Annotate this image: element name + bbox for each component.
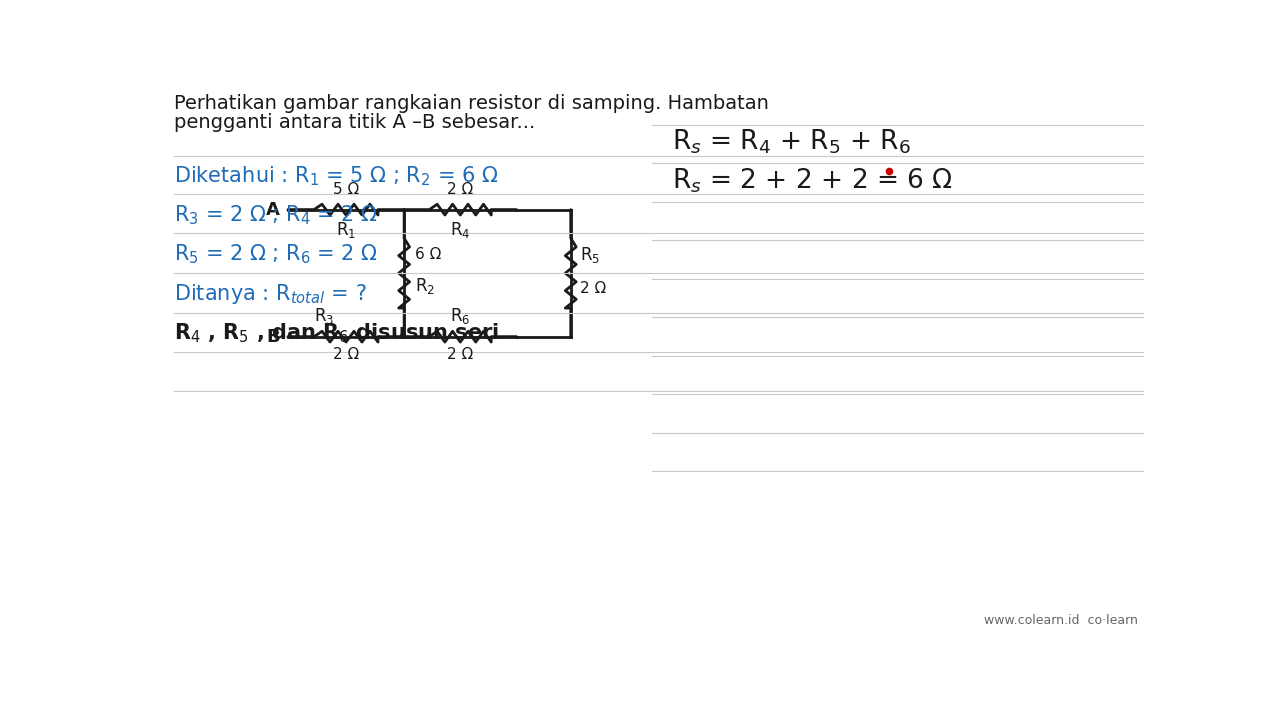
Text: R$_4$ , R$_5$ , dan R$_6$ disusun seri: R$_4$ , R$_5$ , dan R$_6$ disusun seri — [174, 322, 499, 346]
Text: R$_s$ = 2 + 2 + 2 = 6 $\Omega$: R$_s$ = 2 + 2 + 2 = 6 $\Omega$ — [672, 167, 952, 195]
Text: R$_6$: R$_6$ — [451, 306, 471, 326]
Text: R$_5$: R$_5$ — [580, 246, 600, 266]
Text: R$_1$: R$_1$ — [335, 220, 356, 240]
Text: R$_3$: R$_3$ — [314, 306, 334, 326]
Text: pengganti antara titik A –B sebesar...: pengganti antara titik A –B sebesar... — [174, 112, 535, 132]
Text: 5 Ω: 5 Ω — [333, 182, 360, 197]
Text: 2 Ω: 2 Ω — [333, 348, 360, 362]
Text: R$_s$ = R$_4$ + R$_5$ + R$_6$: R$_s$ = R$_4$ + R$_5$ + R$_6$ — [672, 127, 910, 156]
Text: R$_4$: R$_4$ — [451, 220, 471, 240]
Text: 2 Ω: 2 Ω — [447, 182, 474, 197]
Text: Perhatikan gambar rangkaian resistor di samping. Hambatan: Perhatikan gambar rangkaian resistor di … — [174, 94, 769, 113]
Text: A: A — [266, 201, 280, 219]
Text: R$_3$ = 2 Ω ; R$_4$ = 2 Ω: R$_3$ = 2 Ω ; R$_4$ = 2 Ω — [174, 203, 378, 227]
Text: 6 Ω: 6 Ω — [415, 248, 442, 262]
Text: www.colearn.id  co·learn: www.colearn.id co·learn — [984, 614, 1138, 627]
Text: Ditanya : R$_{total}$ = ?: Ditanya : R$_{total}$ = ? — [174, 282, 366, 306]
Text: Diketahui : R$_1$ = 5 Ω ; R$_2$ = 6 Ω: Diketahui : R$_1$ = 5 Ω ; R$_2$ = 6 Ω — [174, 164, 498, 187]
Text: R$_5$ = 2 Ω ; R$_6$ = 2 Ω: R$_5$ = 2 Ω ; R$_6$ = 2 Ω — [174, 243, 378, 266]
Text: 2 Ω: 2 Ω — [580, 281, 607, 296]
Text: B: B — [266, 328, 280, 346]
Text: 2 Ω: 2 Ω — [447, 348, 474, 362]
Text: R$_2$: R$_2$ — [415, 276, 435, 296]
